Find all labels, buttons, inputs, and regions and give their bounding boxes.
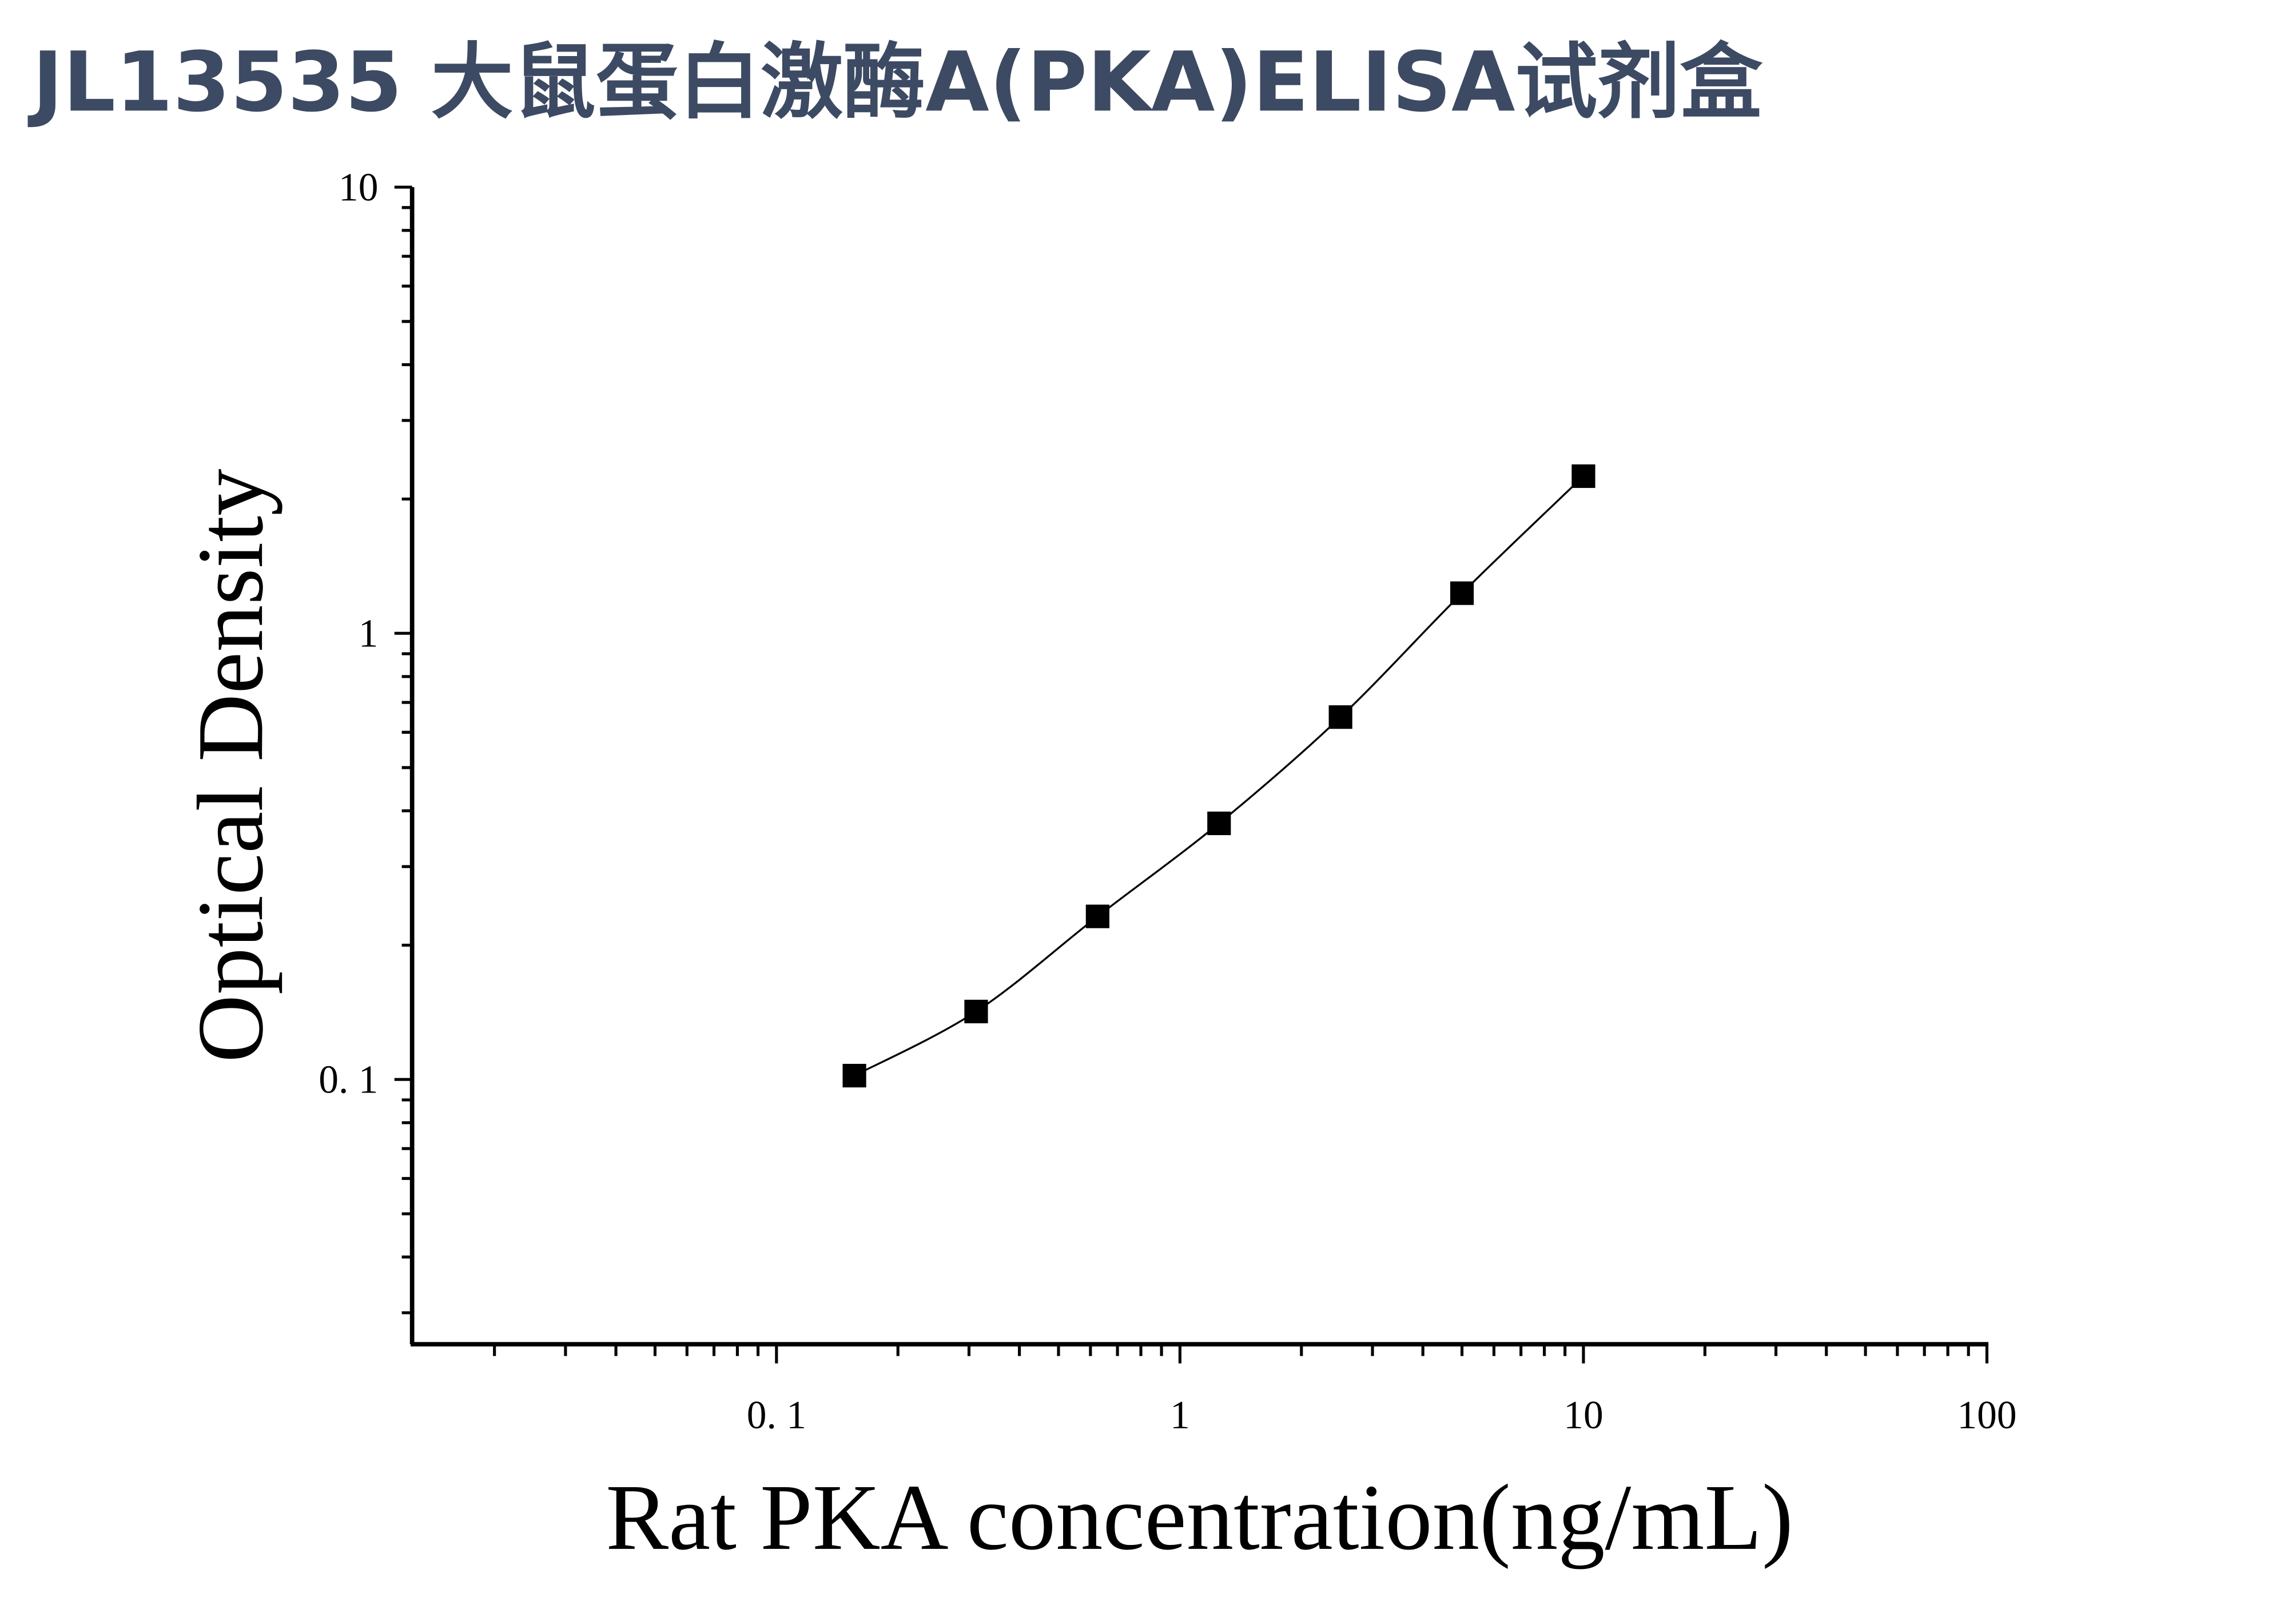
data-points (842, 464, 1595, 1088)
fit-curve (854, 475, 1585, 1076)
x-tick-labels: 0. 1 1 10 100 (747, 1393, 2017, 1437)
data-point-marker (1207, 811, 1231, 836)
y-tick-label: 10 (339, 165, 378, 209)
x-tick-label: 10 (1563, 1393, 1603, 1437)
y-tick-label: 1 (359, 611, 379, 655)
data-point-marker (1571, 464, 1595, 488)
x-tick-label: 100 (1957, 1393, 2016, 1437)
data-point-marker (964, 999, 988, 1024)
data-point-marker (1328, 705, 1352, 729)
y-tick-labels: 0. 1 1 10 (319, 165, 378, 1102)
x-tick-label: 1 (1170, 1393, 1190, 1437)
x-axis-label: Rat PKA concentration(ng/mL) (606, 1465, 1793, 1570)
axis-ticks (394, 185, 1989, 1364)
x-tick-label: 0. 1 (747, 1393, 806, 1437)
chart-title: JL13535 大鼠蛋白激酶A(PKA)ELISA试剂盒 (27, 34, 1763, 130)
data-point-marker (842, 1063, 866, 1088)
y-axis-label: Optical Density (178, 468, 282, 1062)
data-point-marker (1450, 581, 1474, 605)
y-tick-label: 0. 1 (319, 1058, 378, 1102)
data-point-marker (1085, 904, 1109, 928)
